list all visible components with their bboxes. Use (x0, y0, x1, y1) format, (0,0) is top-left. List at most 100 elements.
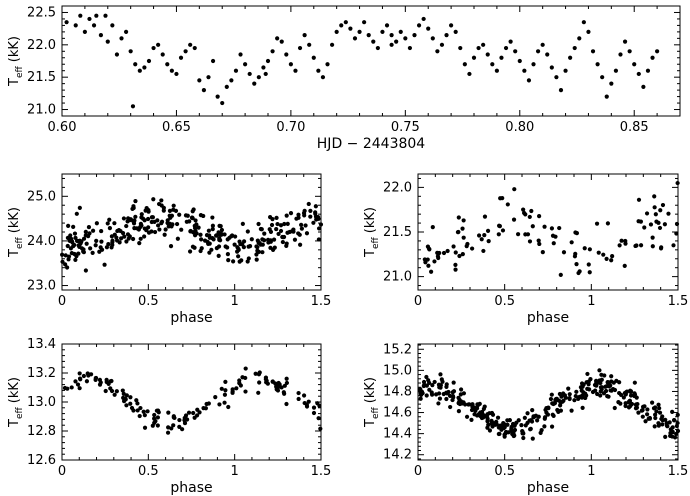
data-point (216, 253, 221, 258)
data-point (546, 405, 551, 410)
data-point (130, 206, 135, 211)
data-point (301, 210, 307, 216)
data-point (456, 409, 461, 414)
data-point (278, 223, 284, 228)
y-tick-label: 14.4 (383, 427, 412, 442)
data-point (662, 222, 667, 227)
data-point (274, 384, 279, 389)
data-point (156, 42, 161, 47)
data-point (389, 33, 394, 38)
data-point (142, 425, 148, 430)
data-point (112, 221, 117, 226)
data-point (675, 412, 680, 417)
data-point (146, 58, 152, 64)
data-point (157, 227, 162, 232)
data-point (559, 394, 564, 399)
y-tick-label: 13.2 (27, 366, 56, 381)
data-point (362, 20, 367, 25)
data-point (503, 431, 508, 436)
data-point (97, 377, 103, 382)
data-point (64, 20, 69, 25)
data-point (430, 383, 435, 388)
data-point (371, 39, 376, 44)
data-point (485, 52, 490, 57)
x-tick-label: 0.85 (620, 120, 649, 135)
data-point (278, 228, 284, 234)
data-point (456, 215, 461, 220)
data-point (219, 232, 224, 237)
data-point (598, 389, 603, 394)
data-point (219, 386, 224, 391)
data-point (99, 239, 104, 244)
data-point (573, 230, 578, 235)
data-point (298, 242, 303, 247)
data-point (426, 263, 431, 268)
y-tick-label: 15.0 (383, 363, 412, 378)
data-point (109, 378, 114, 384)
data-point (366, 33, 371, 38)
data-point (255, 248, 260, 253)
data-point (635, 401, 640, 407)
data-point (450, 390, 455, 395)
data-point (587, 247, 592, 252)
data-point (456, 400, 462, 405)
data-point (586, 29, 591, 34)
data-point (77, 386, 82, 391)
data-point (63, 262, 68, 267)
data-point (551, 241, 556, 246)
data-point (453, 29, 458, 34)
data-point (291, 227, 296, 232)
data-point (210, 58, 216, 64)
data-point (138, 405, 143, 411)
data-point (609, 379, 614, 384)
data-point (586, 262, 591, 267)
data-point (192, 415, 197, 420)
data-point (174, 221, 180, 227)
data-point (605, 394, 610, 399)
data-point (522, 210, 527, 216)
data-point (655, 49, 660, 54)
data-point (475, 403, 480, 408)
data-point (638, 243, 644, 248)
data-point (125, 219, 130, 224)
data-point (605, 221, 611, 226)
data-point (243, 389, 248, 394)
data-point (297, 232, 302, 237)
data-point (418, 396, 423, 401)
data-point (188, 42, 193, 47)
x-tick-label: 0.60 (48, 120, 77, 135)
data-point (175, 236, 180, 241)
data-point (299, 226, 304, 231)
data-point (243, 62, 248, 67)
data-point (82, 29, 87, 34)
data-point (440, 379, 445, 384)
data-point (636, 71, 641, 77)
data-point (623, 390, 629, 395)
data-point (645, 407, 650, 412)
data-point (557, 225, 562, 231)
data-point (270, 49, 275, 54)
y-axis-label: Teff (kK) (7, 207, 25, 258)
data-point (207, 250, 212, 255)
data-point (623, 238, 628, 244)
data-point (430, 225, 435, 230)
data-point (106, 381, 111, 387)
data-point (430, 36, 435, 41)
data-point (206, 401, 211, 406)
data-point (471, 55, 477, 60)
data-point (128, 49, 133, 54)
data-point (93, 243, 98, 248)
data-point (470, 246, 475, 251)
data-point (604, 256, 609, 261)
data-point (252, 81, 257, 86)
data-point (81, 373, 86, 379)
data-point (153, 419, 158, 424)
data-point (579, 381, 585, 386)
data-point (296, 396, 301, 402)
data-point (223, 244, 228, 249)
data-point (478, 411, 484, 416)
data-point (206, 228, 211, 233)
data-point (596, 250, 601, 255)
data-point (432, 259, 437, 264)
